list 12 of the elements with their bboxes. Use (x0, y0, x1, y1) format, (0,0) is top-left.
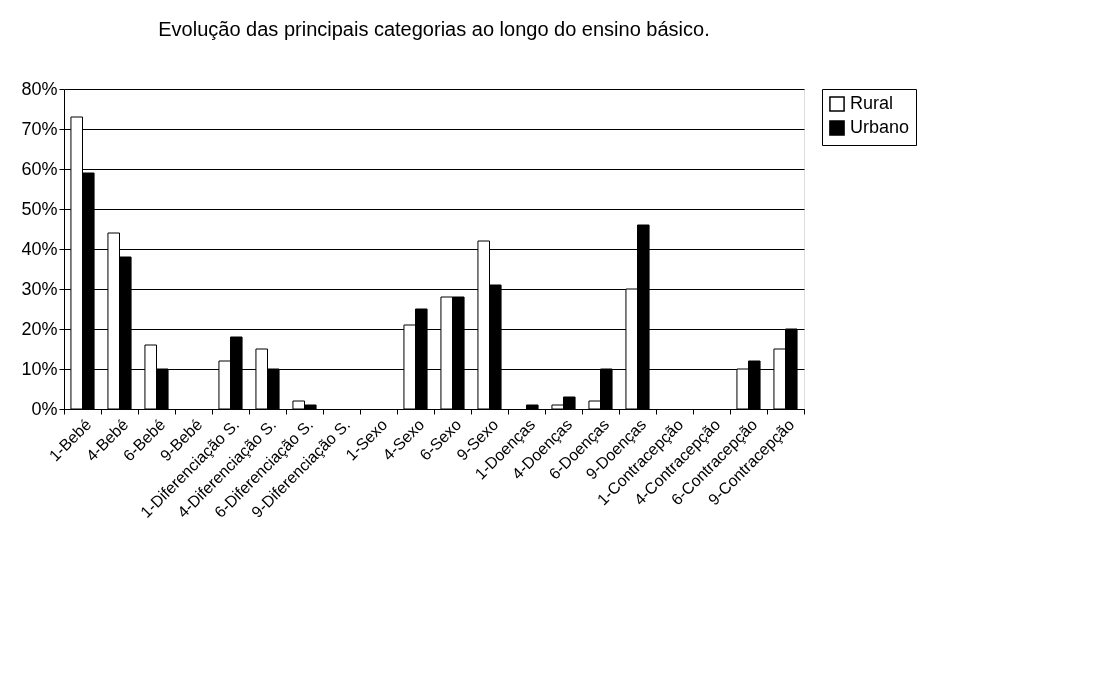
y-tick-label: 50% (21, 198, 58, 219)
y-tick-label: 70% (21, 118, 58, 139)
y-tick-label: 20% (21, 318, 58, 339)
y-tick-label: 40% (21, 238, 58, 259)
legend-label: Rural (850, 93, 894, 113)
y-tick-label: 0% (31, 398, 58, 419)
y-tick-label: 80% (21, 78, 58, 99)
legend-label: Urbano (850, 117, 910, 137)
chart-title: Evolução das principais categorias ao longo do ensino básico. (158, 18, 710, 40)
y-tick-label: 60% (21, 158, 58, 179)
y-tick-label: 10% (21, 358, 58, 379)
y-tick-label: 30% (21, 278, 58, 299)
